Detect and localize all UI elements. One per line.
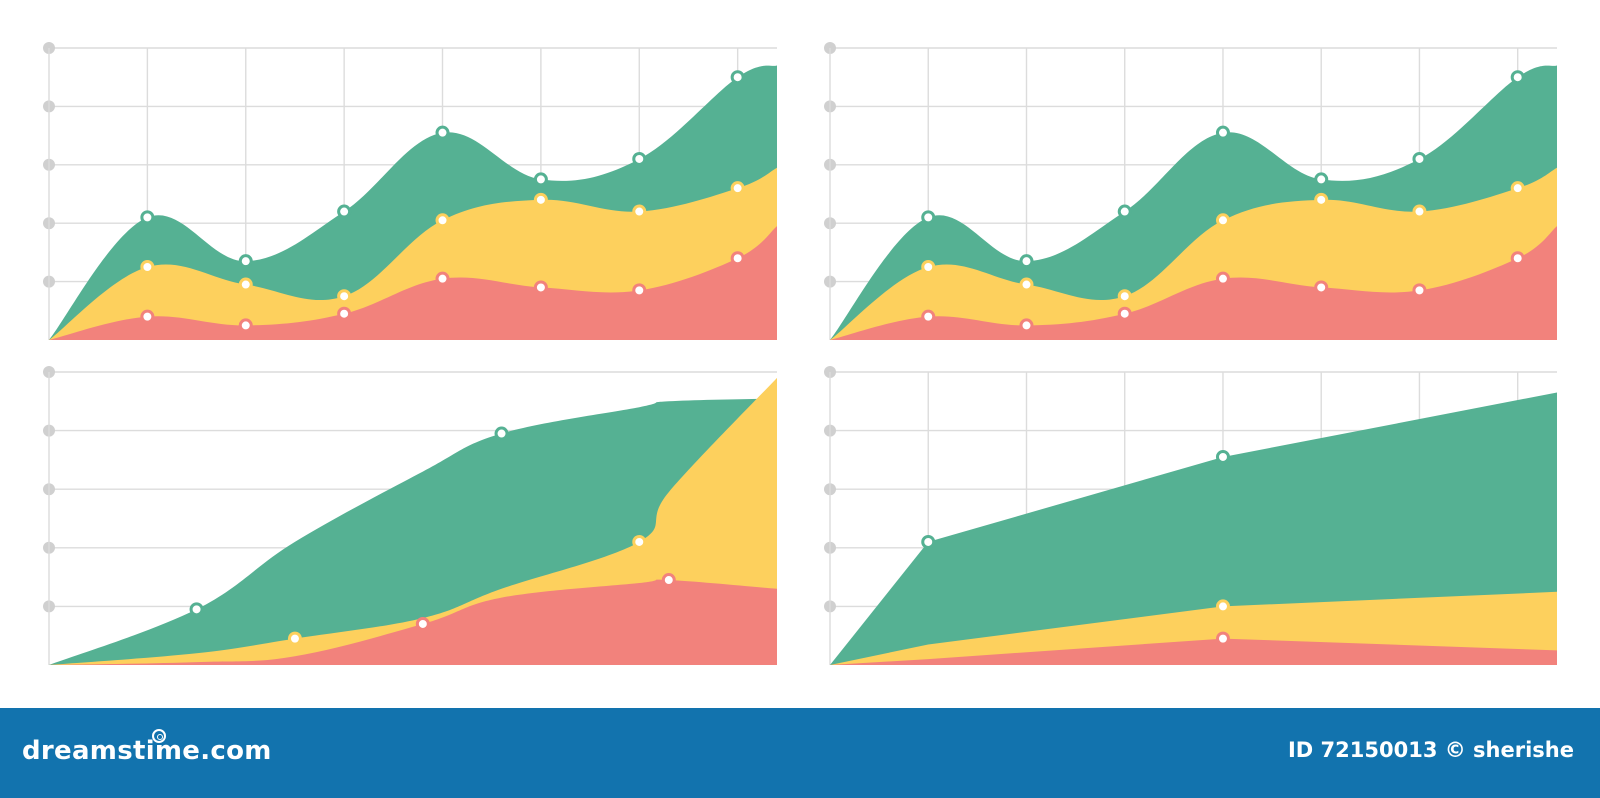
data-point-green bbox=[1314, 172, 1329, 187]
data-point-red bbox=[921, 309, 936, 324]
data-point-red bbox=[1117, 306, 1132, 321]
data-point-green bbox=[533, 172, 548, 187]
data-point-yellow bbox=[238, 277, 253, 292]
data-point-red bbox=[1215, 271, 1230, 286]
chart-panel-2 bbox=[824, 42, 1557, 340]
chart-panel-4 bbox=[824, 366, 1557, 665]
data-point-red bbox=[730, 251, 745, 266]
data-point-yellow bbox=[1510, 181, 1525, 196]
data-point-green bbox=[337, 204, 352, 219]
data-point-red bbox=[415, 616, 430, 631]
chart-panel-1 bbox=[43, 42, 777, 340]
data-point-yellow bbox=[730, 181, 745, 196]
data-point-yellow bbox=[287, 631, 302, 646]
data-point-green bbox=[632, 151, 647, 166]
data-point-yellow bbox=[632, 204, 647, 219]
chart-panel-3 bbox=[43, 366, 777, 665]
data-point-yellow bbox=[1215, 213, 1230, 228]
footer-bar: dreamstime.com ID 72150013 © sherishe bbox=[0, 708, 1600, 798]
data-point-green bbox=[189, 602, 204, 617]
data-point-red bbox=[140, 309, 155, 324]
data-point-yellow bbox=[435, 213, 450, 228]
area-series-red bbox=[49, 579, 777, 665]
area-series-red bbox=[49, 226, 777, 340]
data-point-yellow bbox=[533, 192, 548, 207]
data-point-green bbox=[1412, 151, 1427, 166]
data-point-green bbox=[1117, 204, 1132, 219]
data-point-red bbox=[1510, 251, 1525, 266]
data-point-green bbox=[494, 426, 509, 441]
data-point-green bbox=[238, 254, 253, 269]
data-point-yellow bbox=[632, 534, 647, 549]
image-credit: ID 72150013 © sherishe bbox=[1287, 738, 1574, 762]
data-point-yellow bbox=[1215, 599, 1230, 614]
data-point-red bbox=[238, 318, 253, 333]
data-point-red bbox=[1412, 283, 1427, 298]
data-point-yellow bbox=[921, 260, 936, 274]
data-point-green bbox=[1019, 254, 1034, 269]
data-point-red bbox=[1019, 318, 1034, 333]
data-point-green bbox=[921, 534, 936, 549]
data-point-yellow bbox=[140, 260, 155, 274]
data-point-red bbox=[337, 306, 352, 321]
data-point-red bbox=[1314, 280, 1329, 295]
area-series-red bbox=[830, 638, 1557, 665]
data-point-red bbox=[661, 573, 676, 588]
data-point-yellow bbox=[1019, 277, 1034, 292]
data-point-green bbox=[140, 210, 155, 225]
data-point-red bbox=[1215, 631, 1230, 646]
data-point-green bbox=[1215, 449, 1230, 464]
data-point-yellow bbox=[1412, 204, 1427, 219]
data-point-green bbox=[435, 125, 450, 140]
data-point-yellow bbox=[337, 289, 352, 304]
area-series-green bbox=[830, 392, 1557, 665]
data-point-green bbox=[1510, 70, 1525, 85]
brand-logo-text[interactable]: dreamstime.com bbox=[22, 736, 272, 766]
spiral-logo-icon bbox=[152, 729, 166, 743]
data-point-yellow bbox=[1314, 192, 1329, 207]
charts-canvas bbox=[43, 42, 1557, 665]
data-point-green bbox=[730, 70, 745, 85]
data-point-red bbox=[632, 283, 647, 298]
area-series-red bbox=[830, 226, 1557, 340]
data-point-red bbox=[435, 271, 450, 286]
data-point-green bbox=[921, 210, 936, 225]
data-point-yellow bbox=[1117, 289, 1132, 304]
data-point-green bbox=[1215, 125, 1230, 140]
data-point-red bbox=[533, 280, 548, 295]
